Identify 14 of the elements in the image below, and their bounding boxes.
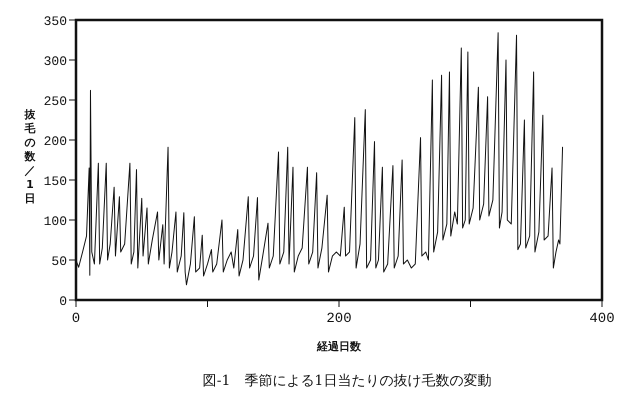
text: 図-1 季節による1日当たりの抜け毛数の変動: [202, 373, 492, 389]
y-tick-label: 100: [44, 214, 67, 229]
y-tick-label: 0: [59, 294, 67, 309]
y-tick-label: 250: [44, 94, 67, 109]
y-tick-label: 50: [51, 254, 67, 269]
x-tick-label: 0: [72, 311, 80, 327]
y-tick-label: 150: [44, 174, 67, 189]
x-tick-label: 200: [326, 311, 352, 327]
y-tick-label: 300: [44, 54, 67, 69]
y-axis-title: 抜毛の数／1日: [24, 108, 36, 205]
y-tick-label: 200: [44, 134, 67, 149]
y-tick-label: 350: [44, 14, 67, 29]
x-axis-title: 経過日数: [316, 340, 362, 353]
x-tick-label: 400: [589, 311, 615, 327]
